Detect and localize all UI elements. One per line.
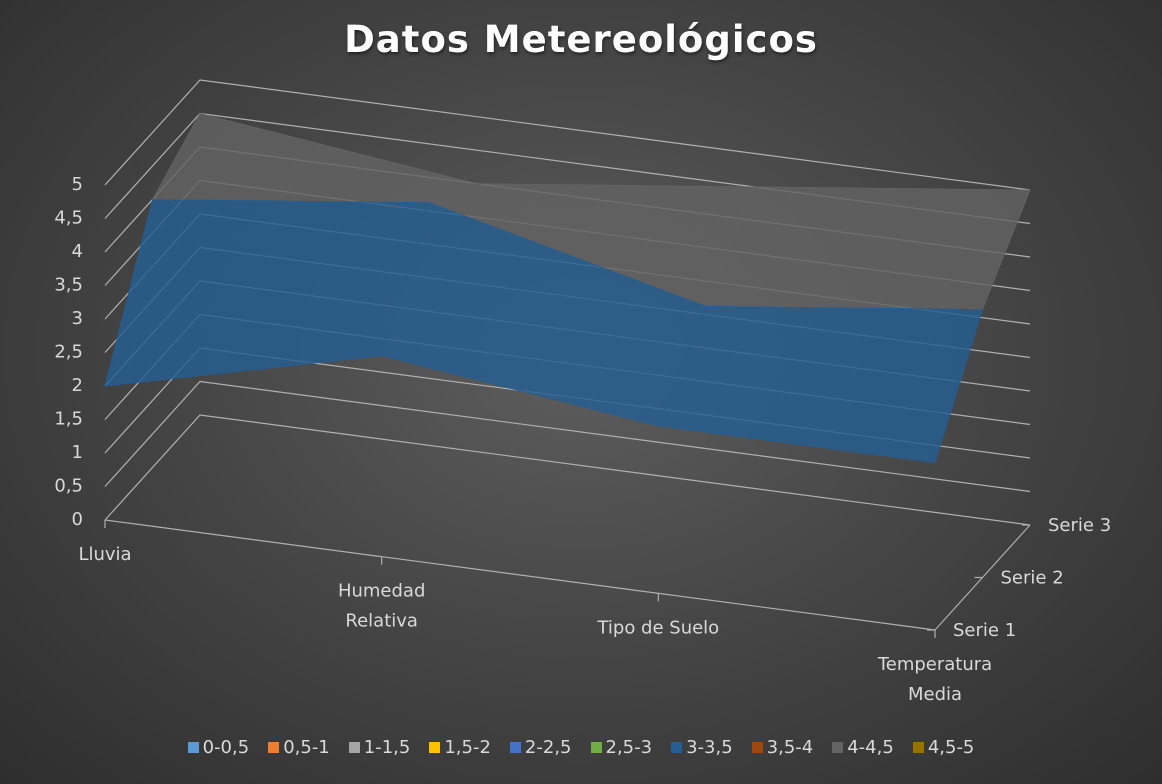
legend-swatch <box>268 742 280 753</box>
series-label: Serie 1 <box>953 620 1016 641</box>
z-tick-label: 0,5 <box>54 476 83 497</box>
legend-item: 2-2,5 <box>509 737 572 758</box>
surface-patch <box>705 186 1031 310</box>
surface-patch <box>104 199 430 387</box>
legend-item: 4-4,5 <box>832 737 894 758</box>
x-tick-label: Tipo de Suelo <box>596 617 719 638</box>
gridline-z <box>104 380 1031 493</box>
legend-item: 1,5-2 <box>429 737 491 758</box>
z-tick-label: 1 <box>72 442 83 463</box>
legend-swatch <box>912 742 924 753</box>
z-tick-label: 4 <box>72 241 83 262</box>
gridline-z <box>104 79 1031 191</box>
legend-label: 3,5-4 <box>766 737 814 758</box>
z-tick-label: 0 <box>72 509 83 530</box>
legend-label: 3-3,5 <box>686 737 733 758</box>
z-tick-label: 3 <box>72 308 83 329</box>
z-tick-label: 2,5 <box>54 342 83 363</box>
legend-swatch <box>832 742 844 753</box>
x-tick-label: Relativa <box>345 611 418 632</box>
legend-label: 0,5-1 <box>283 737 330 758</box>
z-tick-label: 5 <box>72 174 83 195</box>
legend-swatch <box>671 742 683 753</box>
surface-patch <box>151 113 478 204</box>
x-tick-label: Temperatura <box>877 654 992 675</box>
series-label: Serie 2 <box>1001 568 1064 589</box>
legend-label: 4,5-5 <box>927 737 975 758</box>
legend-label: 1,5-2 <box>444 737 491 758</box>
legend-item: 0,5-1 <box>268 737 330 758</box>
surface-patch <box>657 305 984 463</box>
legend-swatch <box>348 742 360 753</box>
x-tick-label: Humedad <box>338 581 425 602</box>
legend-label: 4-4,5 <box>847 737 894 758</box>
x-tick-label: Media <box>908 684 962 705</box>
legend-item: 4,5-5 <box>912 737 975 758</box>
legend-swatch <box>429 742 441 753</box>
legend-label: 2-2,5 <box>524 737 572 758</box>
z-tick-label: 3,5 <box>54 275 83 296</box>
legend-swatch <box>509 742 521 753</box>
legend-swatch <box>590 742 602 753</box>
legend-label: 1-1,5 <box>363 737 411 758</box>
legend-item: 3,5-4 <box>751 737 814 758</box>
legend-item: 1-1,5 <box>348 737 411 758</box>
legend-item: 3-3,5 <box>671 737 733 758</box>
gridline-z <box>104 414 1031 526</box>
legend-item: 2,5-3 <box>590 737 653 758</box>
surface-chart: 0 0,5 1 1,5 2 2,5 3 3,5 4 4,5 5 Lluvia Humedad Relati… <box>54 79 1111 705</box>
x-tick-label: Lluvia <box>78 544 131 565</box>
z-tick-label: 1,5 <box>54 409 83 430</box>
chart-title: Datos Metereológicos <box>344 18 818 61</box>
legend-label: 0-0,5 <box>202 737 250 758</box>
legend-swatch <box>187 742 199 753</box>
z-tick-label: 4,5 <box>54 208 83 229</box>
chart-legend: 0-0,5 0,5-1 1-1,5 1,5-2 2-2,5 2,5-3 3-3,5 3,5-4… <box>0 737 1162 758</box>
legend-label: 2,5-3 <box>605 737 653 758</box>
z-tick-label: 2 <box>72 375 83 396</box>
series-label: Serie 3 <box>1048 515 1111 536</box>
legend-item: 0-0,5 <box>187 737 250 758</box>
legend-swatch <box>751 742 763 753</box>
x-axis-line <box>104 519 936 631</box>
